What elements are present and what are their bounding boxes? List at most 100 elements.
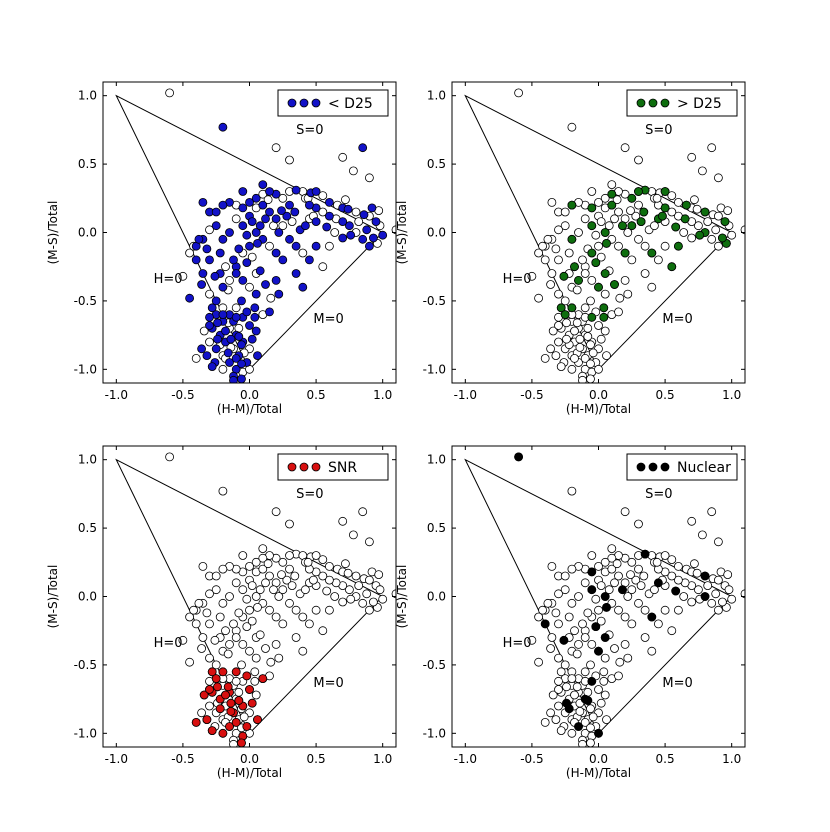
annotation-m-eq-0: M=0 (313, 312, 343, 327)
data-point-open (687, 516, 697, 526)
data-point-highlight (197, 344, 207, 354)
data-point-open (687, 233, 697, 243)
x-tick-label: -0.5 (171, 388, 194, 402)
data-point-open (620, 640, 630, 649)
data-point-open (265, 241, 274, 251)
data-point-highlight (255, 266, 265, 276)
data-point-open (300, 585, 310, 595)
data-point-open (534, 657, 543, 667)
legend-marker (660, 98, 670, 108)
data-point-highlight (231, 353, 241, 363)
data-point-open (634, 519, 643, 529)
data-point-highlight (311, 217, 321, 227)
data-point-open (583, 332, 593, 341)
data-point-highlight (338, 233, 348, 243)
data-point-highlight (251, 193, 261, 203)
data-point-open (242, 622, 252, 631)
data-point-highlight (627, 193, 637, 203)
data-point-open (346, 594, 356, 604)
data-point-open (191, 619, 201, 629)
data-point-open (277, 570, 286, 579)
data-point-open (278, 193, 288, 203)
y-tick-label: -0.5 (423, 658, 446, 672)
data-point-highlight (695, 230, 705, 240)
data-point-open (586, 723, 595, 733)
data-point-open (554, 701, 563, 711)
data-point-highlight (324, 211, 334, 221)
data-point-open (225, 275, 234, 285)
data-point-open (578, 375, 587, 383)
data-point-highlight (234, 244, 244, 254)
data-point-open (258, 553, 268, 563)
data-point-open (594, 321, 603, 330)
data-point-highlight (654, 578, 663, 588)
data-point-open (202, 608, 212, 618)
x-axis-label: (H-M)/Total (217, 402, 282, 416)
data-point-open (564, 248, 574, 258)
y-tick-label: -0.5 (74, 294, 97, 308)
data-point-open (330, 592, 340, 601)
data-point-open (258, 544, 268, 553)
y-axis-label: (M-S)/Total (395, 565, 409, 629)
data-point-open (610, 214, 619, 224)
data-point-open (588, 348, 598, 358)
data-point-highlight (587, 221, 597, 231)
panel-3: -1.0 -0.5 0.0 0.5 1.0 1.0 0.5 0.0 -0.5 -1.0 (H-M)/… (46, 445, 397, 780)
data-point-open (318, 626, 328, 636)
data-point-open (245, 605, 254, 615)
data-point-open (567, 598, 577, 608)
data-point-open (586, 340, 595, 350)
data-point-open (251, 653, 261, 663)
data-point-highlight (238, 203, 248, 213)
legend-label: SNR (328, 460, 357, 476)
data-point-highlight (587, 248, 597, 258)
data-point-highlight (540, 619, 550, 629)
data-point-open (614, 671, 623, 681)
y-tick-label: 0.0 (427, 590, 446, 604)
data-point-open (234, 608, 244, 618)
data-point-highlight (700, 207, 710, 217)
x-tick-label: -0.5 (171, 752, 194, 766)
data-points (514, 452, 745, 747)
annotation-s-eq-0: S=0 (645, 123, 672, 138)
data-point-open (707, 143, 717, 153)
data-point-open (225, 592, 234, 601)
data-point-highlight (265, 207, 274, 217)
data-point-highlight (274, 289, 284, 299)
data-point-open (600, 690, 610, 700)
data-point-open (674, 605, 683, 615)
data-point-highlight (599, 303, 609, 313)
data-point-open (594, 364, 603, 374)
data-point-highlight (594, 646, 603, 656)
x-tick-label: 0.0 (589, 388, 608, 402)
data-point-highlight (242, 671, 252, 681)
data-point-open (205, 337, 214, 347)
data-point-open (287, 581, 297, 590)
data-point-open (263, 559, 273, 569)
x-tick-label: 0.5 (307, 752, 326, 766)
data-point-open (199, 326, 209, 336)
data-point-open (534, 248, 543, 258)
data-point-open (674, 562, 683, 571)
data-point-open (362, 589, 372, 599)
data-point-open (543, 598, 553, 608)
data-point-highlight (587, 676, 597, 686)
data-point-open (596, 698, 606, 708)
data-point-open (271, 507, 281, 517)
data-point-open (547, 269, 557, 278)
data-point-open (554, 619, 563, 629)
data-point-open (560, 207, 570, 217)
data-point-open (287, 217, 297, 227)
data-point-highlight (231, 718, 241, 727)
data-point-open (692, 204, 702, 214)
data-point-highlight (343, 204, 353, 214)
y-axis-label: (M-S)/Total (395, 201, 409, 265)
data-point-open (547, 633, 557, 642)
data-point-open (247, 616, 257, 626)
data-point-highlight (229, 375, 238, 383)
data-point-open (623, 289, 633, 299)
data-point-highlight (258, 674, 268, 683)
data-point-open (185, 248, 195, 258)
data-point-open (534, 293, 543, 303)
data-point-open (580, 269, 590, 278)
